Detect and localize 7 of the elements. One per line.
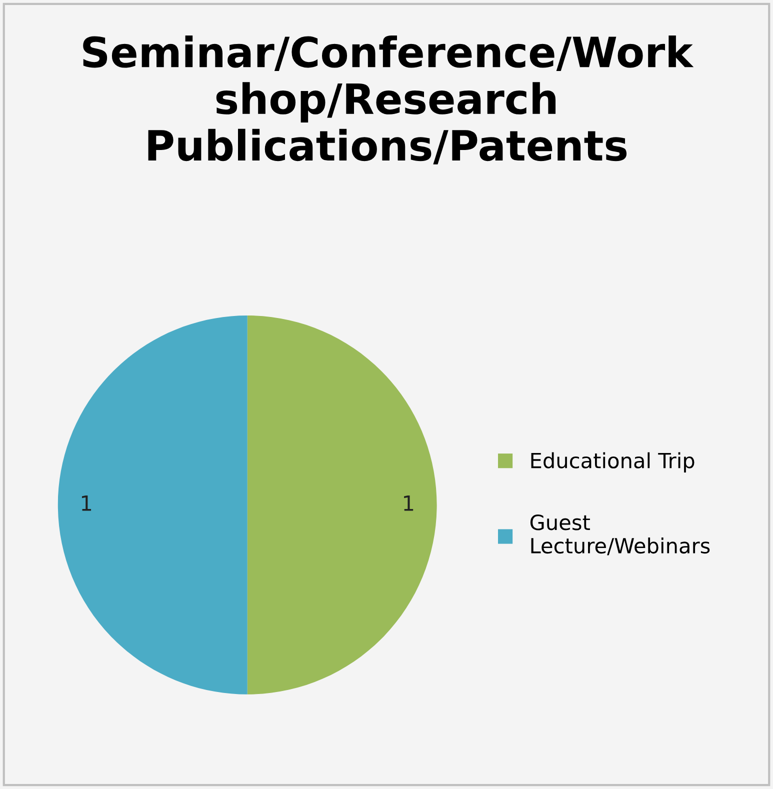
- pie-slice: [58, 316, 248, 694]
- data-label: 1: [82, 496, 92, 511]
- chart-title: Seminar/Conference/Work shop/Research Publications/Patents: [83, 36, 694, 164]
- pie-slice: [247, 316, 437, 694]
- data-label: 1: [404, 496, 414, 511]
- legend-label: Guest Lecture/Webinars: [530, 514, 710, 556]
- legend-label: Educational Trip: [531, 452, 694, 472]
